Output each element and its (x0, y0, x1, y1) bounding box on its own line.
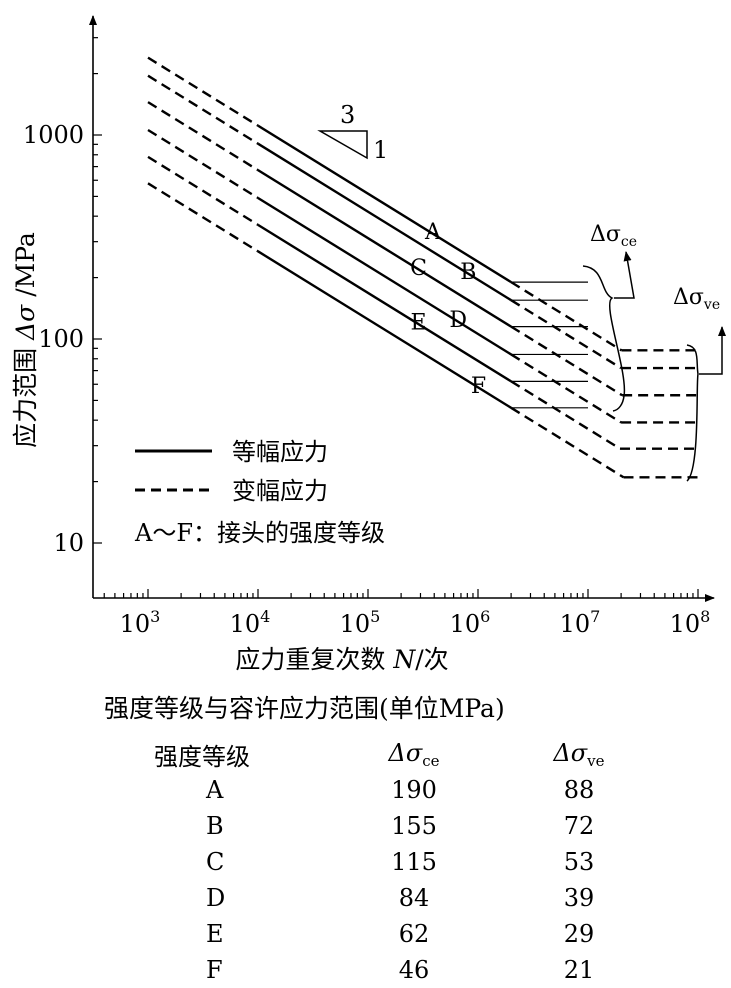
cell-ce: 62 (398, 920, 430, 948)
grade-table: 强度等级 Δσce Δσve A 190 88 B 155 72 C 115 53 D 84 39 E 6… (130, 736, 654, 988)
sn-curves (147, 56, 698, 479)
curve-label-A: A (424, 220, 442, 245)
curve-C-lowcycle (147, 101, 259, 172)
legend: 等幅应力 变幅应力 A～F：接头的强度等级 (134, 438, 385, 547)
legend-solid-label: 等幅应力 (232, 438, 328, 466)
brace-ce-arrow (614, 251, 635, 299)
x-tick-label: 108 (670, 607, 711, 638)
curve-E-lowcycle (147, 155, 259, 226)
table-header-row: 强度等级 Δσce Δσve (130, 736, 654, 772)
curve-D-variable (510, 353, 622, 424)
y-tick-label: 100 (38, 325, 84, 353)
brace-ce (582, 265, 626, 412)
table-row: D 84 39 (130, 880, 654, 916)
x-ticks: 103 104 105 106 107 108 (103, 589, 711, 638)
curve-label-D: D (449, 308, 467, 333)
table-row: F 46 21 (130, 952, 654, 988)
curve-E-constant (257, 223, 512, 383)
x-tick-label: 104 (230, 607, 271, 638)
cell-grade: A (206, 776, 224, 804)
slope-rise-label: 1 (373, 136, 388, 164)
cell-ce: 115 (391, 848, 437, 876)
curve-F-constant (257, 250, 512, 409)
cell-ve: 29 (563, 920, 595, 948)
table-row: C 115 53 (130, 844, 654, 880)
cell-grade: C (206, 848, 225, 876)
cell-grade: B (206, 812, 224, 840)
curve-label-B: B (460, 260, 476, 285)
curve-F-lowcycle (147, 182, 259, 253)
curve-A-constant (257, 124, 512, 284)
curve-C-variable (510, 325, 623, 397)
slope-run-label: 3 (340, 101, 355, 129)
y-ticks: 10 100 1000 (23, 37, 102, 557)
legend-note: A～F：接头的强度等级 (134, 519, 385, 547)
cell-ce: 46 (398, 956, 430, 984)
table-title: 强度等级与容许应力范围(单位MPa) (104, 694, 505, 723)
curve-A-lowcycle (147, 56, 259, 127)
brace-ce-label: Δσce (590, 222, 637, 250)
cell-ve: 72 (563, 812, 595, 840)
curve-label-E: E (410, 311, 426, 336)
cell-grade: D (206, 884, 226, 912)
brace-ve-label: Δσve (673, 285, 720, 313)
x-axis-label: 应力重复次数 N/次 (235, 645, 448, 674)
curve-B-lowcycle (147, 74, 259, 145)
x-tick-label: 105 (340, 607, 381, 638)
curve-D-constant (257, 196, 512, 356)
cell-grade: F (206, 956, 223, 984)
slope-marker: 3 1 (317, 101, 388, 164)
cell-ce: 190 (391, 776, 437, 804)
table-row: E 62 29 (130, 916, 654, 952)
header-ce: Δσce (388, 738, 440, 770)
curve-F-variable (510, 406, 625, 479)
x-tick-label: 107 (560, 607, 601, 638)
y-tick-label: 1000 (23, 121, 84, 149)
header-ve: Δσve (553, 738, 605, 770)
brace-ve (686, 344, 699, 482)
table-row: A 190 88 (130, 772, 654, 808)
cell-ce: 155 (391, 812, 437, 840)
sn-chart: 10 100 1000 103 104 105 106 107 108 应力范围 Δσ /MP… (11, 15, 726, 674)
y-axis-label: 应力范围 Δσ /MPa (11, 232, 40, 448)
cell-ve: 39 (563, 884, 595, 912)
brace-ve-arrow (699, 326, 726, 375)
curve-C-constant (257, 169, 512, 328)
cell-ve: 53 (563, 848, 595, 876)
cell-ve: 88 (563, 776, 595, 804)
curve-label-F: F (471, 374, 486, 399)
x-tick-label: 103 (120, 607, 161, 638)
curve-B-variable (510, 299, 622, 370)
table-row: B 155 72 (130, 808, 654, 844)
y-tick-label: 10 (53, 529, 84, 557)
legend-dashed-label: 变幅应力 (232, 477, 328, 505)
curve-label-C: C (410, 256, 427, 281)
cell-ce: 84 (398, 884, 430, 912)
curve-B-constant (257, 142, 512, 302)
cell-ve: 21 (563, 956, 595, 984)
x-tick-label: 106 (450, 607, 491, 638)
header-grade: 强度等级 (154, 742, 250, 771)
curve-A-variable (510, 281, 623, 352)
cell-grade: E (206, 920, 224, 948)
curve-D-lowcycle (147, 128, 259, 199)
curve-E-variable (510, 380, 621, 450)
curve-labels: AB C DE F (410, 220, 486, 399)
